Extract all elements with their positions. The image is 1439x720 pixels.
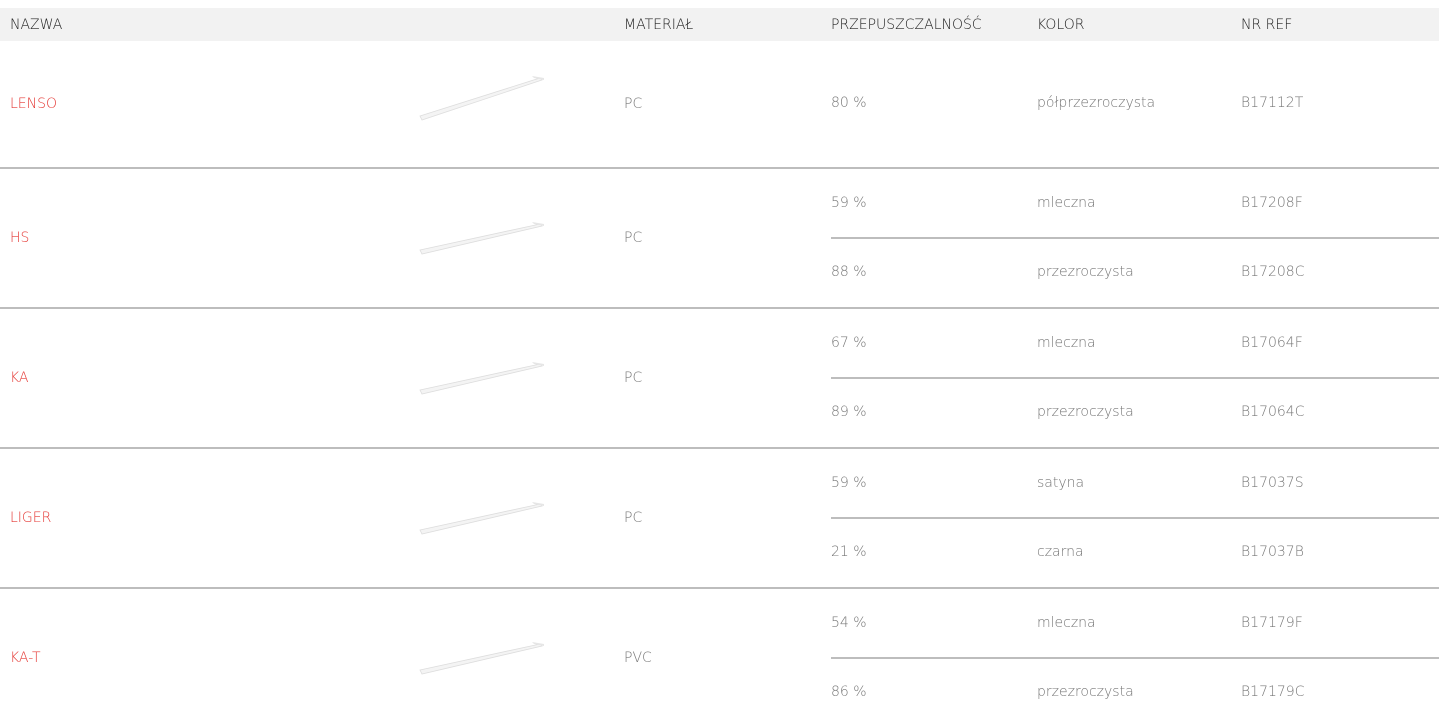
ref-number: B17179F [1241, 615, 1303, 631]
transmission: 54 % [831, 615, 867, 631]
product-name[interactable]: LENSO [10, 96, 57, 112]
color: mleczna [1037, 335, 1096, 351]
color: półprzezroczysta [1037, 95, 1155, 111]
row-separator [0, 587, 1439, 589]
variant-separator [831, 517, 1439, 519]
product-image [418, 206, 548, 256]
transmission: 86 % [831, 684, 867, 700]
column-header: NAZWA [10, 17, 62, 33]
transmission: 59 % [831, 195, 867, 211]
product-name[interactable]: LIGER [10, 510, 51, 526]
product-image [418, 486, 548, 536]
material: PC [624, 370, 642, 386]
column-header: MATERIAŁ [624, 17, 693, 33]
ref-number: B17208F [1241, 195, 1303, 211]
ref-number: B17037B [1241, 544, 1304, 560]
transmission: 80 % [831, 95, 867, 111]
transmission: 89 % [831, 404, 867, 420]
color: satyna [1037, 475, 1084, 491]
material: PVC [624, 650, 652, 666]
material: PC [624, 96, 642, 112]
material: PC [624, 510, 642, 526]
color: przezroczysta [1037, 404, 1134, 420]
color: mleczna [1037, 615, 1096, 631]
material: PC [624, 230, 642, 246]
color: czarna [1037, 544, 1084, 560]
product-image [418, 626, 548, 676]
product-name[interactable]: KA [10, 370, 29, 386]
column-header: NR REF [1241, 17, 1292, 33]
column-header: KOLOR [1037, 17, 1084, 33]
product-image [418, 346, 548, 396]
product-name[interactable]: KA-T [10, 650, 41, 666]
row-separator [0, 447, 1439, 449]
transmission: 67 % [831, 335, 867, 351]
row-separator [0, 307, 1439, 309]
table-header [0, 8, 1439, 41]
transmission: 21 % [831, 544, 867, 560]
ref-number: B17179C [1241, 684, 1304, 700]
row-separator [0, 167, 1439, 169]
ref-number: B17208C [1241, 264, 1304, 280]
product-name[interactable]: HS [10, 230, 29, 246]
variant-separator [831, 377, 1439, 379]
column-header: PRZEPUSZCZALNOŚĆ [831, 17, 982, 33]
ref-number: B17064C [1241, 404, 1304, 420]
variant-separator [831, 237, 1439, 239]
color: przezroczysta [1037, 264, 1134, 280]
ref-number: B17037S [1241, 475, 1304, 491]
color: mleczna [1037, 195, 1096, 211]
ref-number: B17064F [1241, 335, 1303, 351]
ref-number: B17112T [1241, 95, 1303, 111]
transmission: 88 % [831, 264, 867, 280]
color: przezroczysta [1037, 684, 1134, 700]
product-image [418, 72, 548, 122]
product-table: NAZWA MATERIAŁ PRZEPUSZCZALNOŚĆ KOLOR NR REF… [0, 0, 1439, 720]
transmission: 59 % [831, 475, 867, 491]
variant-separator [831, 657, 1439, 659]
